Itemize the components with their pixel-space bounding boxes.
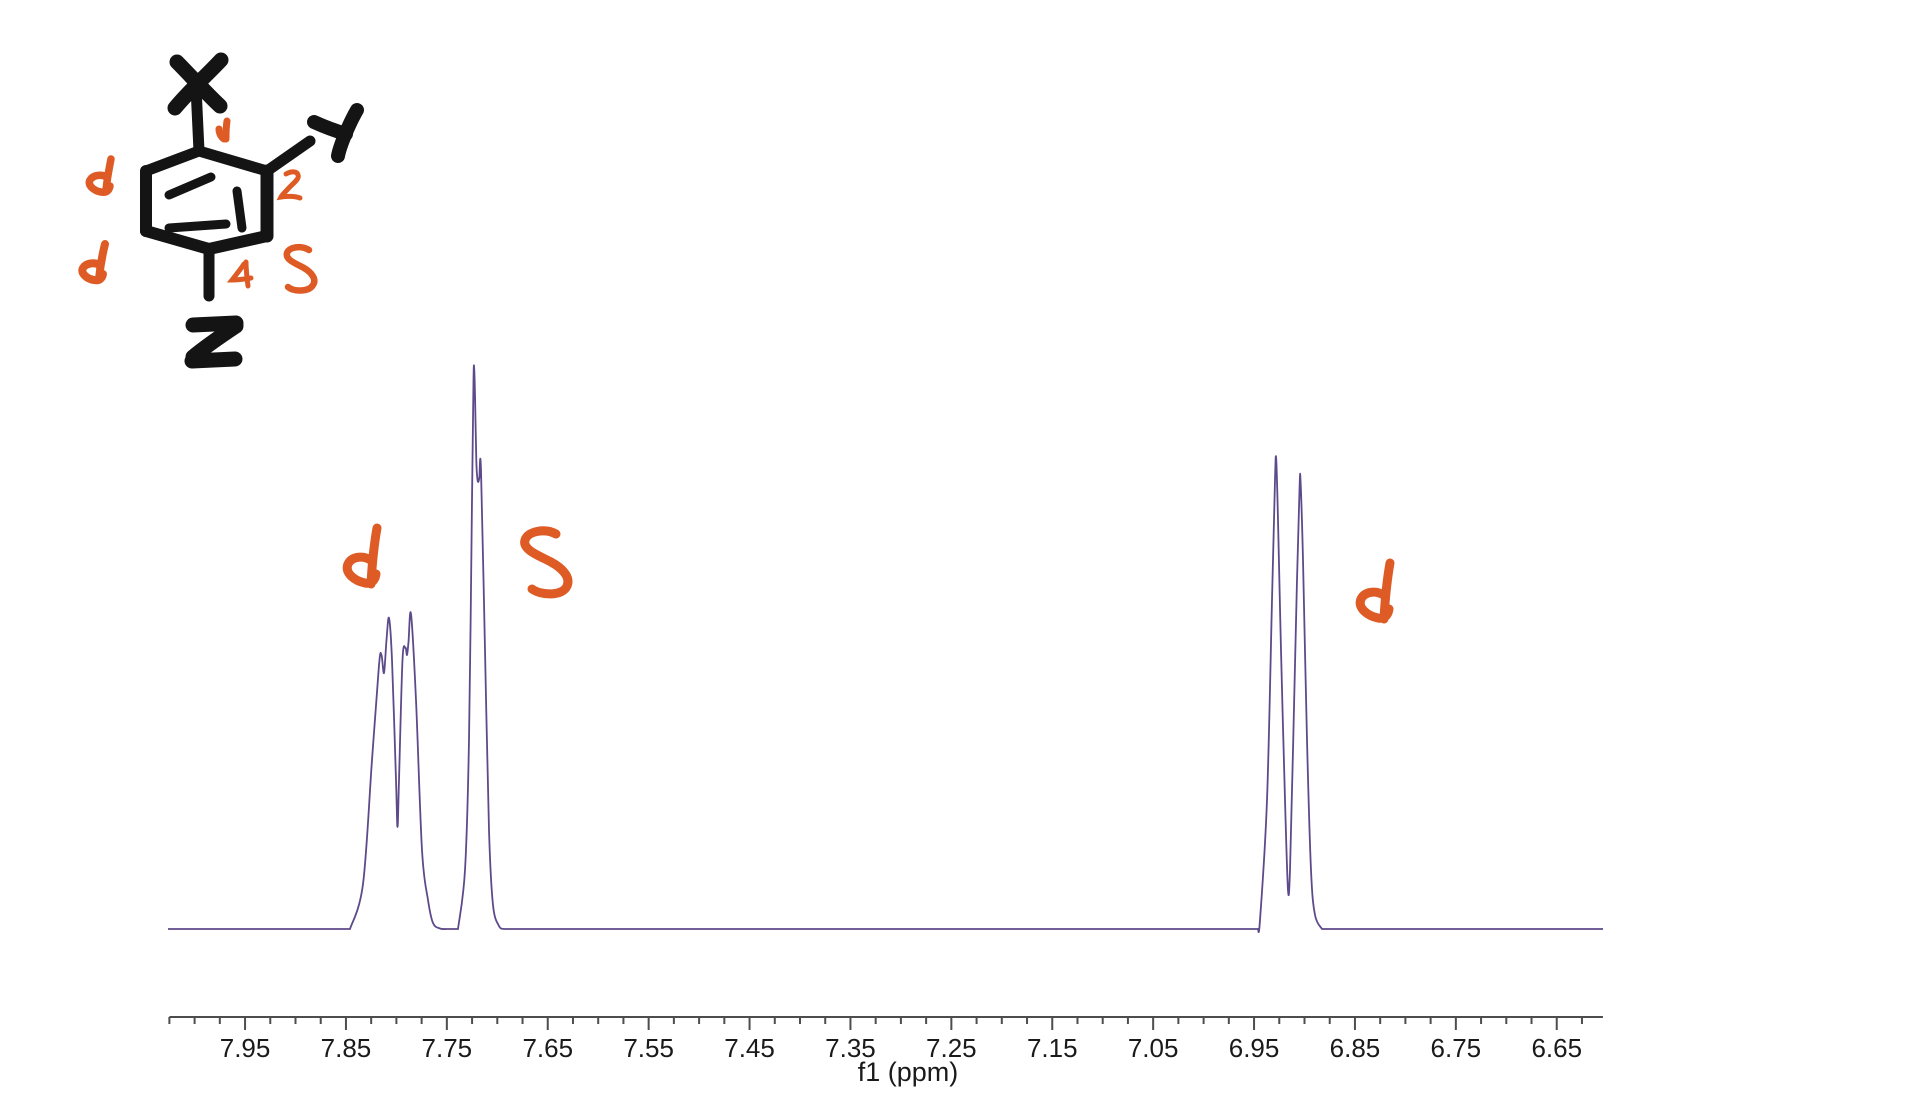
svg-text:7.55: 7.55: [623, 1033, 674, 1063]
svg-text:7.75: 7.75: [422, 1033, 473, 1063]
svg-text:f1 (ppm): f1 (ppm): [858, 1057, 959, 1087]
svg-text:6.75: 6.75: [1431, 1033, 1482, 1063]
svg-text:7.05: 7.05: [1128, 1033, 1179, 1063]
svg-text:6.65: 6.65: [1531, 1033, 1582, 1063]
svg-text:6.85: 6.85: [1330, 1033, 1381, 1063]
svg-text:7.85: 7.85: [321, 1033, 372, 1063]
svg-text:7.65: 7.65: [522, 1033, 573, 1063]
svg-text:7.95: 7.95: [220, 1033, 271, 1063]
svg-text:7.15: 7.15: [1027, 1033, 1078, 1063]
svg-text:7.45: 7.45: [724, 1033, 775, 1063]
svg-text:6.95: 6.95: [1229, 1033, 1280, 1063]
